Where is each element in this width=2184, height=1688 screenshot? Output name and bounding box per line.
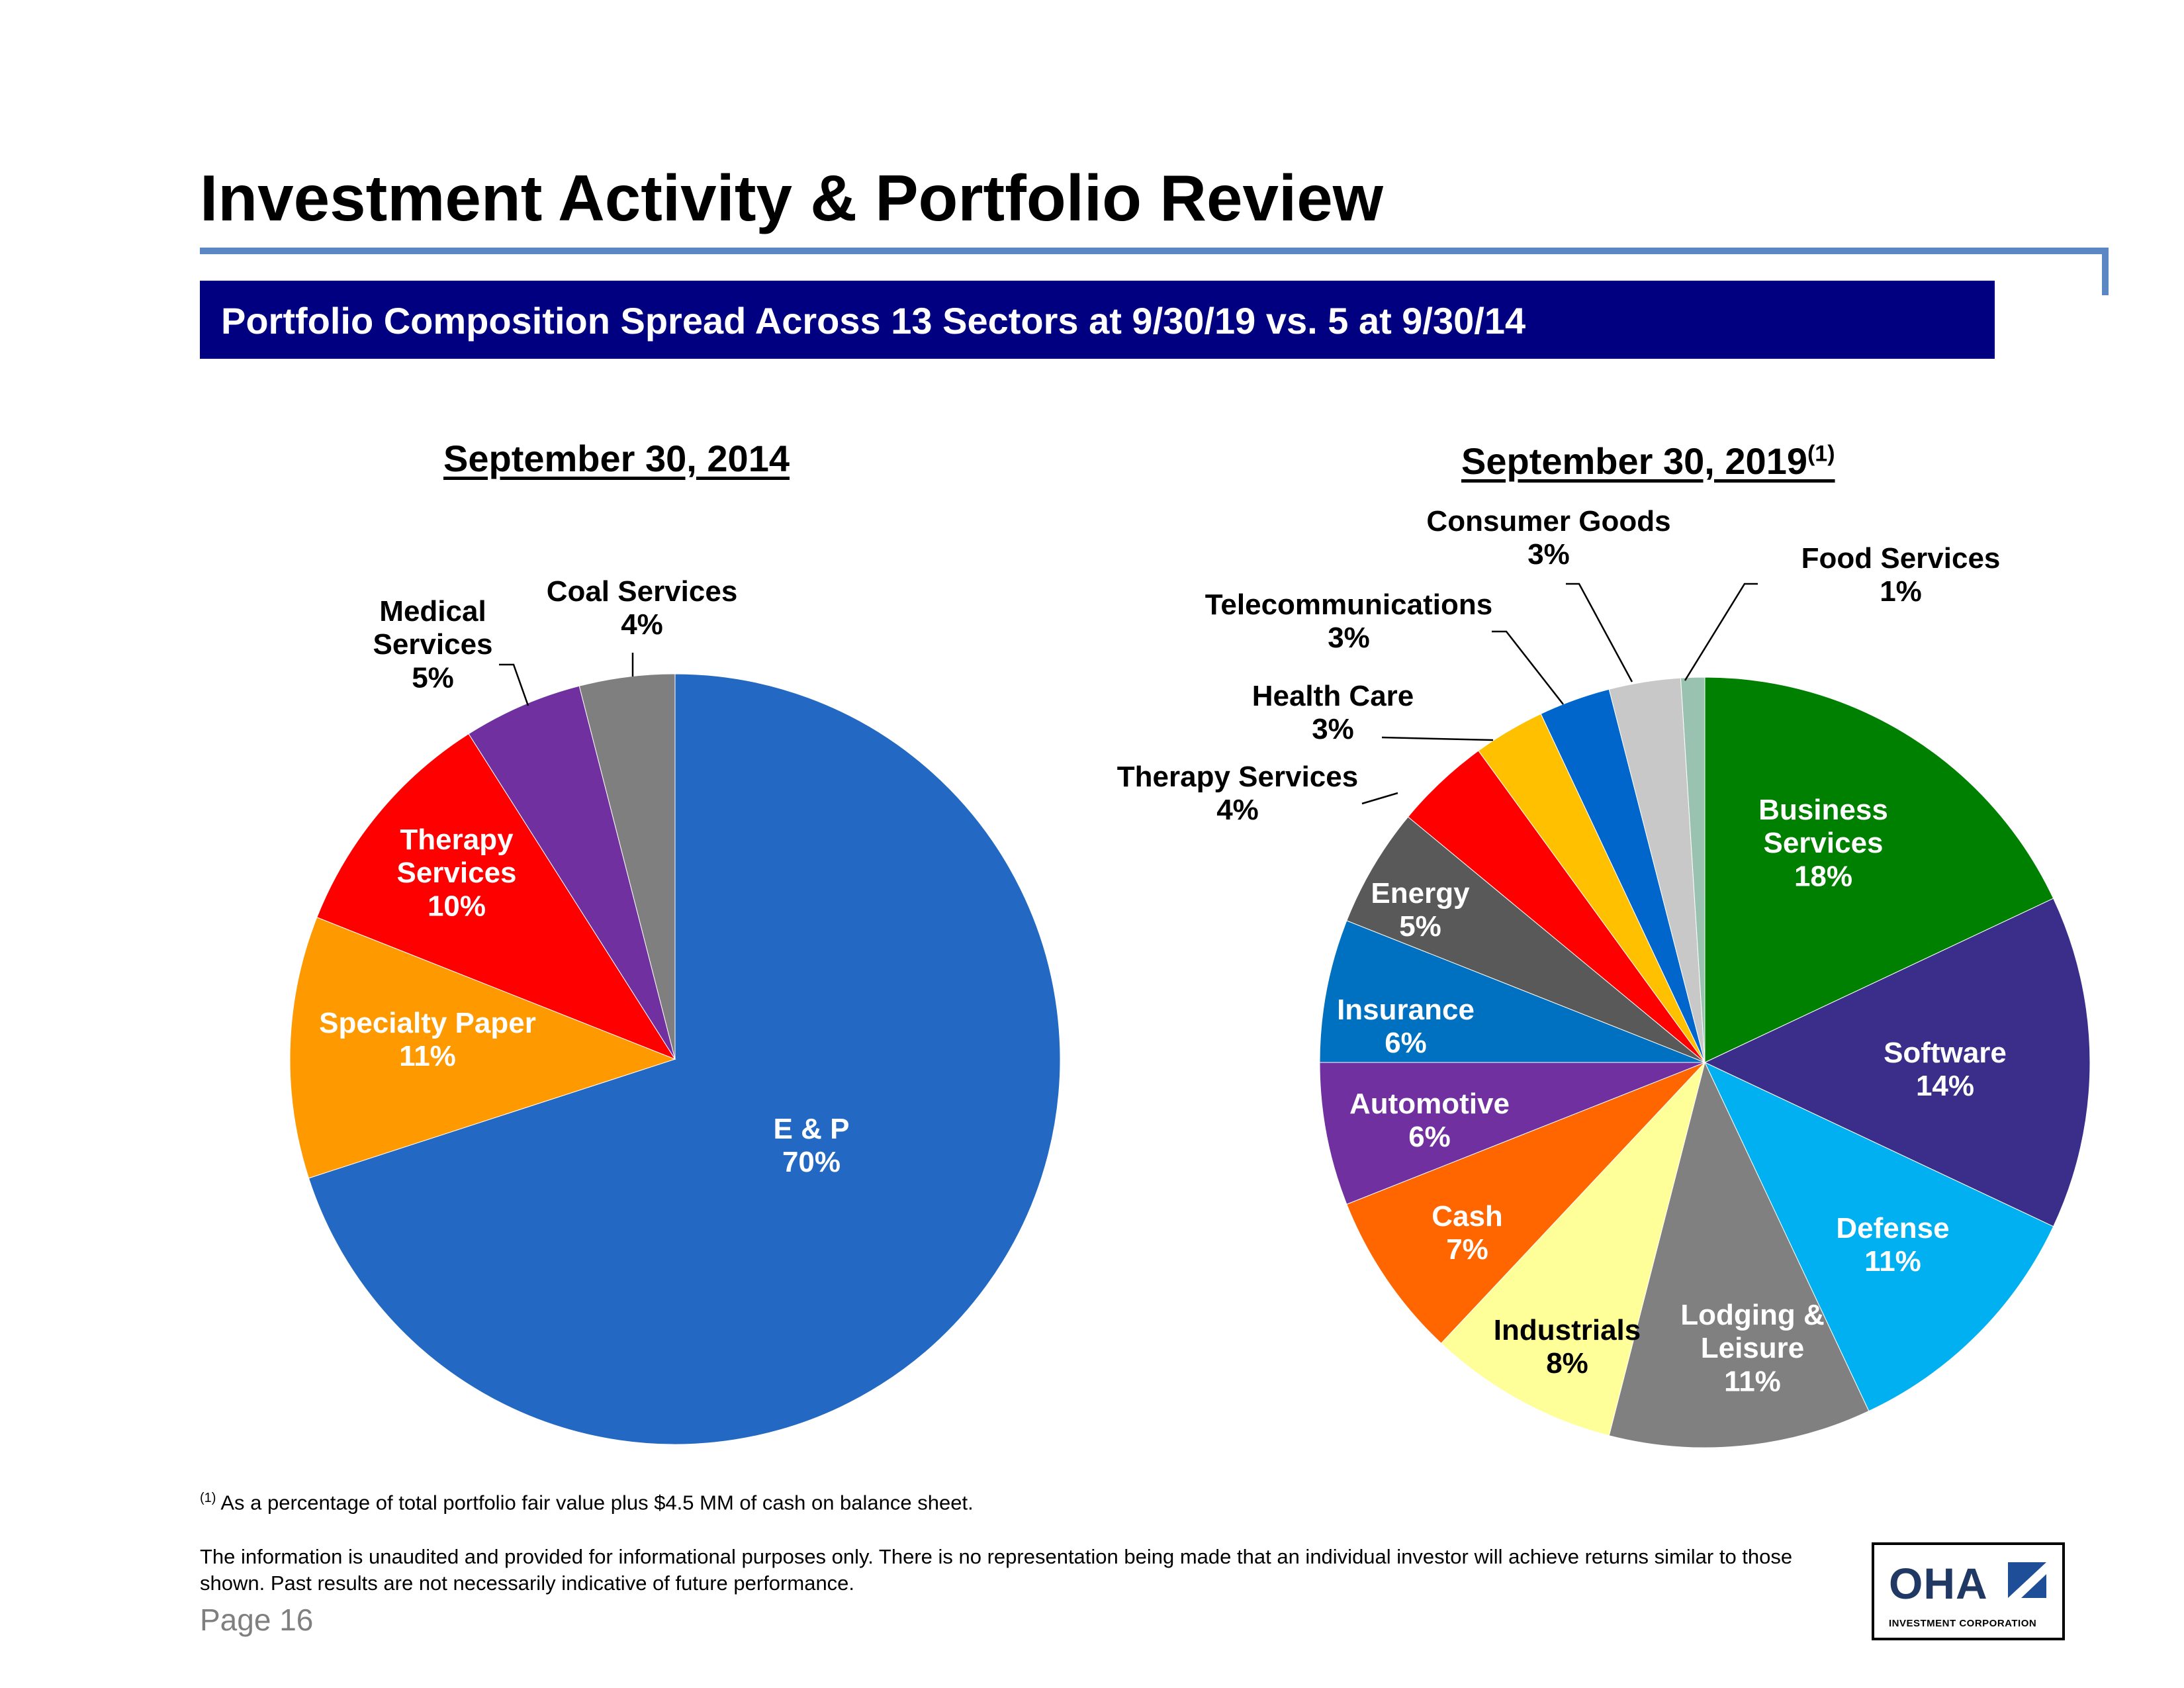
pie-slice-insurance	[1319, 920, 1706, 1063]
leader-health-care	[1381, 736, 1494, 741]
oha-logo: OHA INVESTMENT CORPORATION	[1872, 1542, 2065, 1640]
pie-2019-label-health-care: Health Care 3%	[1252, 680, 1414, 745]
pie-slice-therapy-services	[316, 733, 676, 1060]
pie-slice-e-p	[308, 673, 1061, 1445]
disclaimer: The information is unaudited and provide…	[200, 1545, 1793, 1595]
pie-2019	[1319, 677, 2091, 1448]
pie-2019-label-therapy-services: Therapy Services 4%	[1117, 761, 1358, 826]
leader-telecommunications	[1492, 630, 1564, 705]
chart-title-2014: September 30, 2014	[443, 438, 790, 479]
pie-slice-specialty-paper	[289, 917, 676, 1179]
footnote: (1) As a percentage of total portfolio f…	[200, 1491, 974, 1515]
pie-2014	[289, 673, 1061, 1445]
pie-2014-label-coal-services: Coal Services 4%	[547, 575, 738, 641]
pie-2019-label-energy: Energy 5%	[1371, 877, 1470, 943]
logo-wordmark: OHA	[1889, 1559, 1988, 1608]
footnote-marker: (1)	[200, 1491, 216, 1505]
pie-2014-label-therapy-services: Therapy Services 10%	[396, 823, 516, 922]
pie-2019-label-cash: Cash 7%	[1432, 1200, 1503, 1266]
leader-therapy-services-2019	[1361, 792, 1398, 805]
title-divider-end	[2102, 248, 2109, 295]
chart-title-2019-note: (1)	[1807, 441, 1835, 467]
pie-labels: E & P 70% Specialty Paper 11% Therapy Service…	[319, 505, 2007, 1397]
pie-slice-energy	[1346, 816, 1706, 1063]
pie-2019-label-food-services: Food Services 1%	[1801, 542, 2001, 608]
pie-slice-software	[1704, 898, 2091, 1227]
pie-slice-business-services	[1704, 677, 2054, 1063]
pie-slice-coal-services	[578, 673, 676, 1060]
pie-2019-label-business-services: Business Services 18%	[1758, 794, 1888, 892]
leader-medical-services	[499, 663, 529, 706]
leader-food-services	[1684, 583, 1758, 681]
banner-text: Portfolio Composition Spread Across 13 S…	[221, 300, 1526, 342]
footnote-text: As a percentage of total portfolio fair …	[220, 1491, 974, 1515]
pie-2019-label-industrials: Industrials 8%	[1494, 1314, 1641, 1380]
pie-2014-label-e-p: E & P 70%	[774, 1113, 850, 1178]
logo-flag-icon	[2008, 1562, 2046, 1598]
chart-title-2019: September 30, 2019(1)	[1461, 440, 1835, 483]
pie-slice-medical-services	[468, 685, 676, 1060]
pie-2019-label-defense: Defense 11%	[1836, 1212, 1949, 1278]
pie-2019-label-consumer-goods: Consumer Goods 3%	[1426, 505, 1670, 571]
pie-2014-label-specialty-paper: Specialty Paper 11%	[319, 1007, 536, 1072]
logo-subtitle: INVESTMENT CORPORATION	[1889, 1618, 2037, 1629]
chart-title-2019-text: September 30, 2019	[1461, 440, 1807, 482]
leader-consumer-goods	[1566, 583, 1633, 682]
pie-2019-label-telecommunications: Telecommunications 3%	[1205, 588, 1492, 654]
title-divider	[200, 248, 2109, 254]
pie-slice-industrials	[1440, 1062, 1706, 1436]
pie-slice-lodging-leisure	[1608, 1061, 1870, 1448]
pie-2019-label-lodging-leisure: Lodging & Leisure 11%	[1680, 1299, 1825, 1397]
pie-2019-label-insurance: Insurance 6%	[1337, 994, 1475, 1059]
pie-2014-label-medical-services: Medical Services 5%	[373, 595, 492, 694]
pie-slice-defense	[1704, 1061, 2054, 1412]
page-number: Page 16	[200, 1603, 314, 1637]
pie-slice-food-services	[1680, 677, 1706, 1063]
pie-slice-automotive	[1319, 1062, 1706, 1205]
pie-slice-cash	[1346, 1062, 1706, 1344]
page-title: Investment Activity & Portfolio Review	[200, 162, 1383, 234]
pie-2019-label-automotive: Automotive 6%	[1349, 1088, 1510, 1153]
section-banner: Portfolio Composition Spread Across 13 S…	[200, 281, 1995, 359]
pie-2019-label-software: Software 14%	[1884, 1037, 2007, 1102]
